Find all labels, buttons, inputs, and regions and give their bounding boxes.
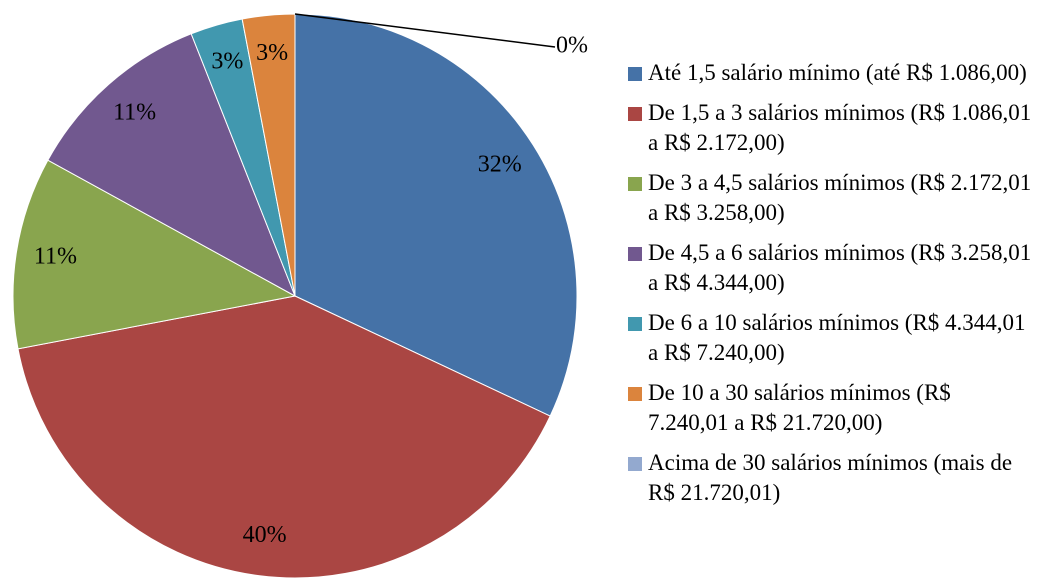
data-label: 11% — [34, 244, 77, 270]
legend-label: De 10 a 30 salários mínimos (R$ 7.240,01… — [648, 380, 951, 435]
chart: 32% 40% 11% 11% 3% 3% 0% — [12, 13, 588, 578]
pie-slice — [12, 159, 297, 350]
data-label: 3% — [256, 40, 288, 66]
data-label: 32% — [478, 152, 522, 178]
data-label: 40% — [243, 522, 287, 548]
leader-line — [294, 13, 556, 48]
legend-swatch — [628, 457, 642, 471]
legend-label: Acima de 30 salários mínimos (mais de R$… — [648, 450, 1013, 505]
legend-swatch — [628, 107, 642, 121]
data-label: 11% — [113, 100, 156, 126]
pie-slice — [47, 33, 296, 298]
legend-label: De 6 a 10 salários mínimos (R$ 4.344,01 … — [648, 310, 1026, 365]
legend-item: De 4,5 a 6 salários mínimos (R$ 3.258,01… — [628, 238, 1036, 298]
legend-swatch — [628, 387, 642, 401]
legend-swatch — [628, 177, 642, 191]
legend-item: De 1,5 a 3 salários mínimos (R$ 1.086,01… — [628, 98, 1036, 158]
legend-label: De 4,5 a 6 salários mínimos (R$ 3.258,01… — [648, 240, 1032, 295]
legend-swatch — [628, 67, 642, 81]
legend-swatch — [628, 247, 642, 261]
legend-item: Acima de 30 salários mínimos (mais de R$… — [628, 448, 1036, 508]
data-label: 3% — [211, 49, 243, 75]
legend-label: De 3 a 4,5 salários mínimos (R$ 2.172,01… — [648, 170, 1032, 225]
pie-slice — [17, 295, 551, 578]
legend-item: Até 1,5 salário mínimo (até R$ 1.086,00) — [628, 58, 1036, 88]
data-label: 0% — [556, 33, 588, 59]
legend-item: De 3 a 4,5 salários mínimos (R$ 2.172,01… — [628, 168, 1036, 228]
legend-item: De 6 a 10 salários mínimos (R$ 4.344,01 … — [628, 308, 1036, 368]
legend-swatch — [628, 317, 642, 331]
legend-item: De 10 a 30 salários mínimos (R$ 7.240,01… — [628, 378, 1036, 438]
legend-label: De 1,5 a 3 salários mínimos (R$ 1.086,01… — [648, 100, 1032, 155]
legend: Até 1,5 salário mínimo (até R$ 1.086,00)… — [628, 58, 1036, 518]
legend-label: Até 1,5 salário mínimo (até R$ 1.086,00) — [648, 60, 1027, 85]
